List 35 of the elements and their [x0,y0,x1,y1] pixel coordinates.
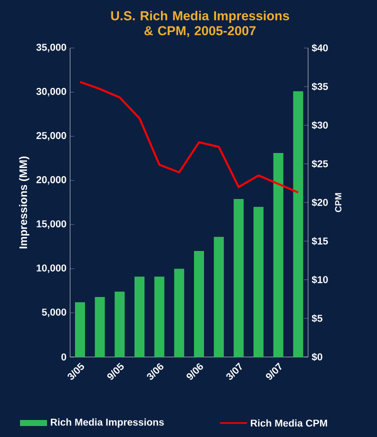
y2-tick-label: $0 [312,352,322,362]
y-tick-label: 15,000 [36,220,66,229]
bar [254,206,264,357]
y2-tick-label: $25 [312,160,328,168]
legend-label: Rich Media CPM [250,419,328,427]
y2-tick-label: $10 [312,276,328,284]
y2-tick-label: $35 [312,82,328,91]
y-tick-label: 25,000 [36,132,66,141]
y-tick-label: 10,000 [36,264,66,273]
y2-tick-label: $20 [312,198,328,207]
y2-tick-label: $30 [312,121,328,130]
bar [75,302,85,357]
bar [134,276,144,357]
bar [174,268,184,357]
y2-axis-title: CPM [335,193,342,212]
legend-label: Rich Media Impressions [50,418,164,428]
bar [114,292,125,357]
y-tick-label: 30,000 [36,88,66,96]
bar [94,296,105,357]
y2-tick-label: $5 [312,314,322,322]
y-tick-label: 5,000 [42,308,66,318]
y2-tick-label: $40 [312,44,328,52]
y-axis-title: Impressions (MM) [19,156,30,248]
chart-title: U.S. Rich Media Impressions & CPM, 2005-2007 [111,10,290,38]
bar [154,276,164,357]
bar [234,198,244,357]
bar [273,153,284,357]
bar [293,91,304,357]
y2-tick-label: $15 [312,237,328,246]
bar [194,251,204,357]
y-tick-label: 20,000 [36,176,66,185]
line-series [79,80,300,194]
y-tick-label: 0 [61,353,66,361]
bar [214,236,224,357]
y-tick-label: 35,000 [36,44,66,52]
